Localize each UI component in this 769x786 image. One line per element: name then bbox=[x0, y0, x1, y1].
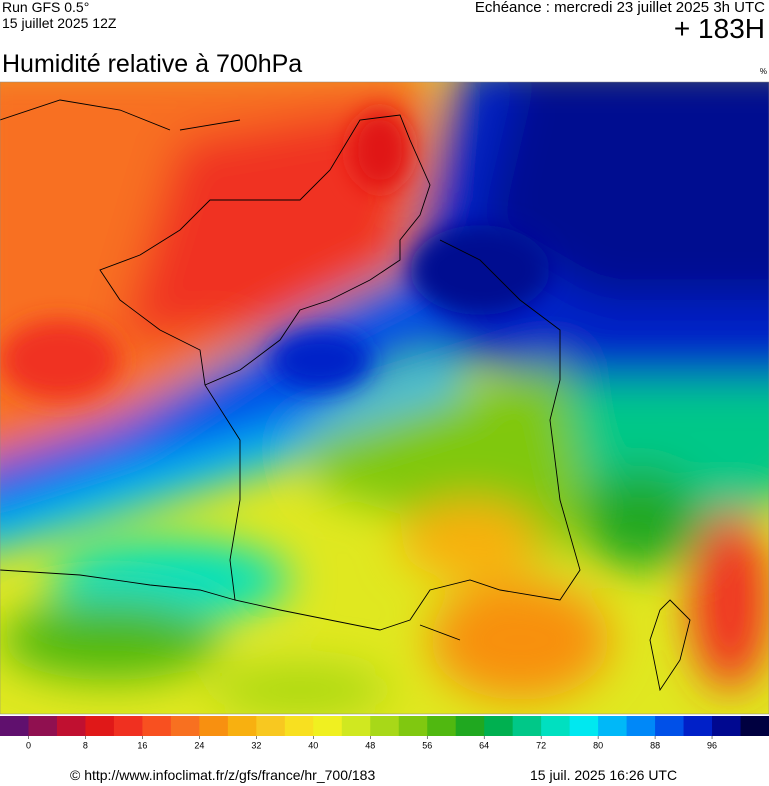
color-swatch bbox=[740, 716, 769, 736]
tick-label: 80 bbox=[593, 740, 603, 750]
color-swatch bbox=[398, 716, 428, 736]
run-date: 15 juillet 2025 12Z bbox=[2, 15, 117, 31]
color-swatch bbox=[284, 716, 314, 736]
color-swatch bbox=[0, 716, 29, 736]
borders bbox=[0, 99, 691, 692]
color-swatch bbox=[484, 716, 514, 736]
color-swatch bbox=[227, 716, 257, 736]
color-swatch bbox=[341, 716, 371, 736]
color-swatch bbox=[427, 716, 457, 736]
valid-time: Echéance : mercredi 23 juillet 2025 3h U… bbox=[474, 0, 765, 16]
tick-label: 88 bbox=[650, 740, 660, 750]
color-swatch bbox=[626, 716, 656, 736]
tick-label: 64 bbox=[479, 740, 489, 750]
color-swatch bbox=[28, 716, 58, 736]
unit-label: % bbox=[759, 67, 767, 76]
color-swatch bbox=[113, 716, 143, 736]
color-swatch bbox=[142, 716, 172, 736]
color-swatch bbox=[256, 716, 286, 736]
color-swatch bbox=[313, 716, 343, 736]
color-swatch bbox=[370, 716, 400, 736]
color-swatch bbox=[655, 716, 685, 736]
color-swatch bbox=[56, 716, 86, 736]
map-frame bbox=[0, 81, 769, 715]
tick-label: 32 bbox=[251, 740, 261, 750]
humidity-field bbox=[0, 82, 769, 714]
generated-time: 15 juil. 2025 16:26 UTC bbox=[530, 767, 678, 783]
color-swatch bbox=[683, 716, 713, 736]
tick-label: 72 bbox=[536, 740, 546, 750]
color-swatch bbox=[455, 716, 485, 736]
tick-label: 56 bbox=[422, 740, 432, 750]
coastline bbox=[99, 114, 581, 631]
tick-label: 8 bbox=[83, 740, 88, 750]
color-swatch bbox=[512, 716, 542, 736]
tick-label: 16 bbox=[137, 740, 147, 750]
color-swatch bbox=[712, 716, 742, 736]
color-swatch bbox=[541, 716, 571, 736]
tick-label: 96 bbox=[707, 740, 717, 750]
tick-label: 0 bbox=[26, 740, 31, 750]
color-swatch bbox=[598, 716, 628, 736]
color-swatch bbox=[170, 716, 200, 736]
tick-label: 40 bbox=[308, 740, 318, 750]
color-swatch bbox=[85, 716, 115, 736]
colorbar: 0 8 16 24 32 40 48 56 64 72 80 88 96 bbox=[0, 716, 769, 750]
color-swatch bbox=[199, 716, 229, 736]
source-url: © http://www.infoclimat.fr/z/gfs/france/… bbox=[70, 767, 376, 783]
lead-time: + 183H bbox=[673, 13, 765, 44]
run-label: Run GFS 0.5° bbox=[2, 0, 90, 15]
color-swatch bbox=[569, 716, 599, 736]
tick-label: 24 bbox=[194, 740, 204, 750]
tick-label: 48 bbox=[365, 740, 375, 750]
map-title: Humidité relative à 700hPa bbox=[2, 50, 303, 78]
